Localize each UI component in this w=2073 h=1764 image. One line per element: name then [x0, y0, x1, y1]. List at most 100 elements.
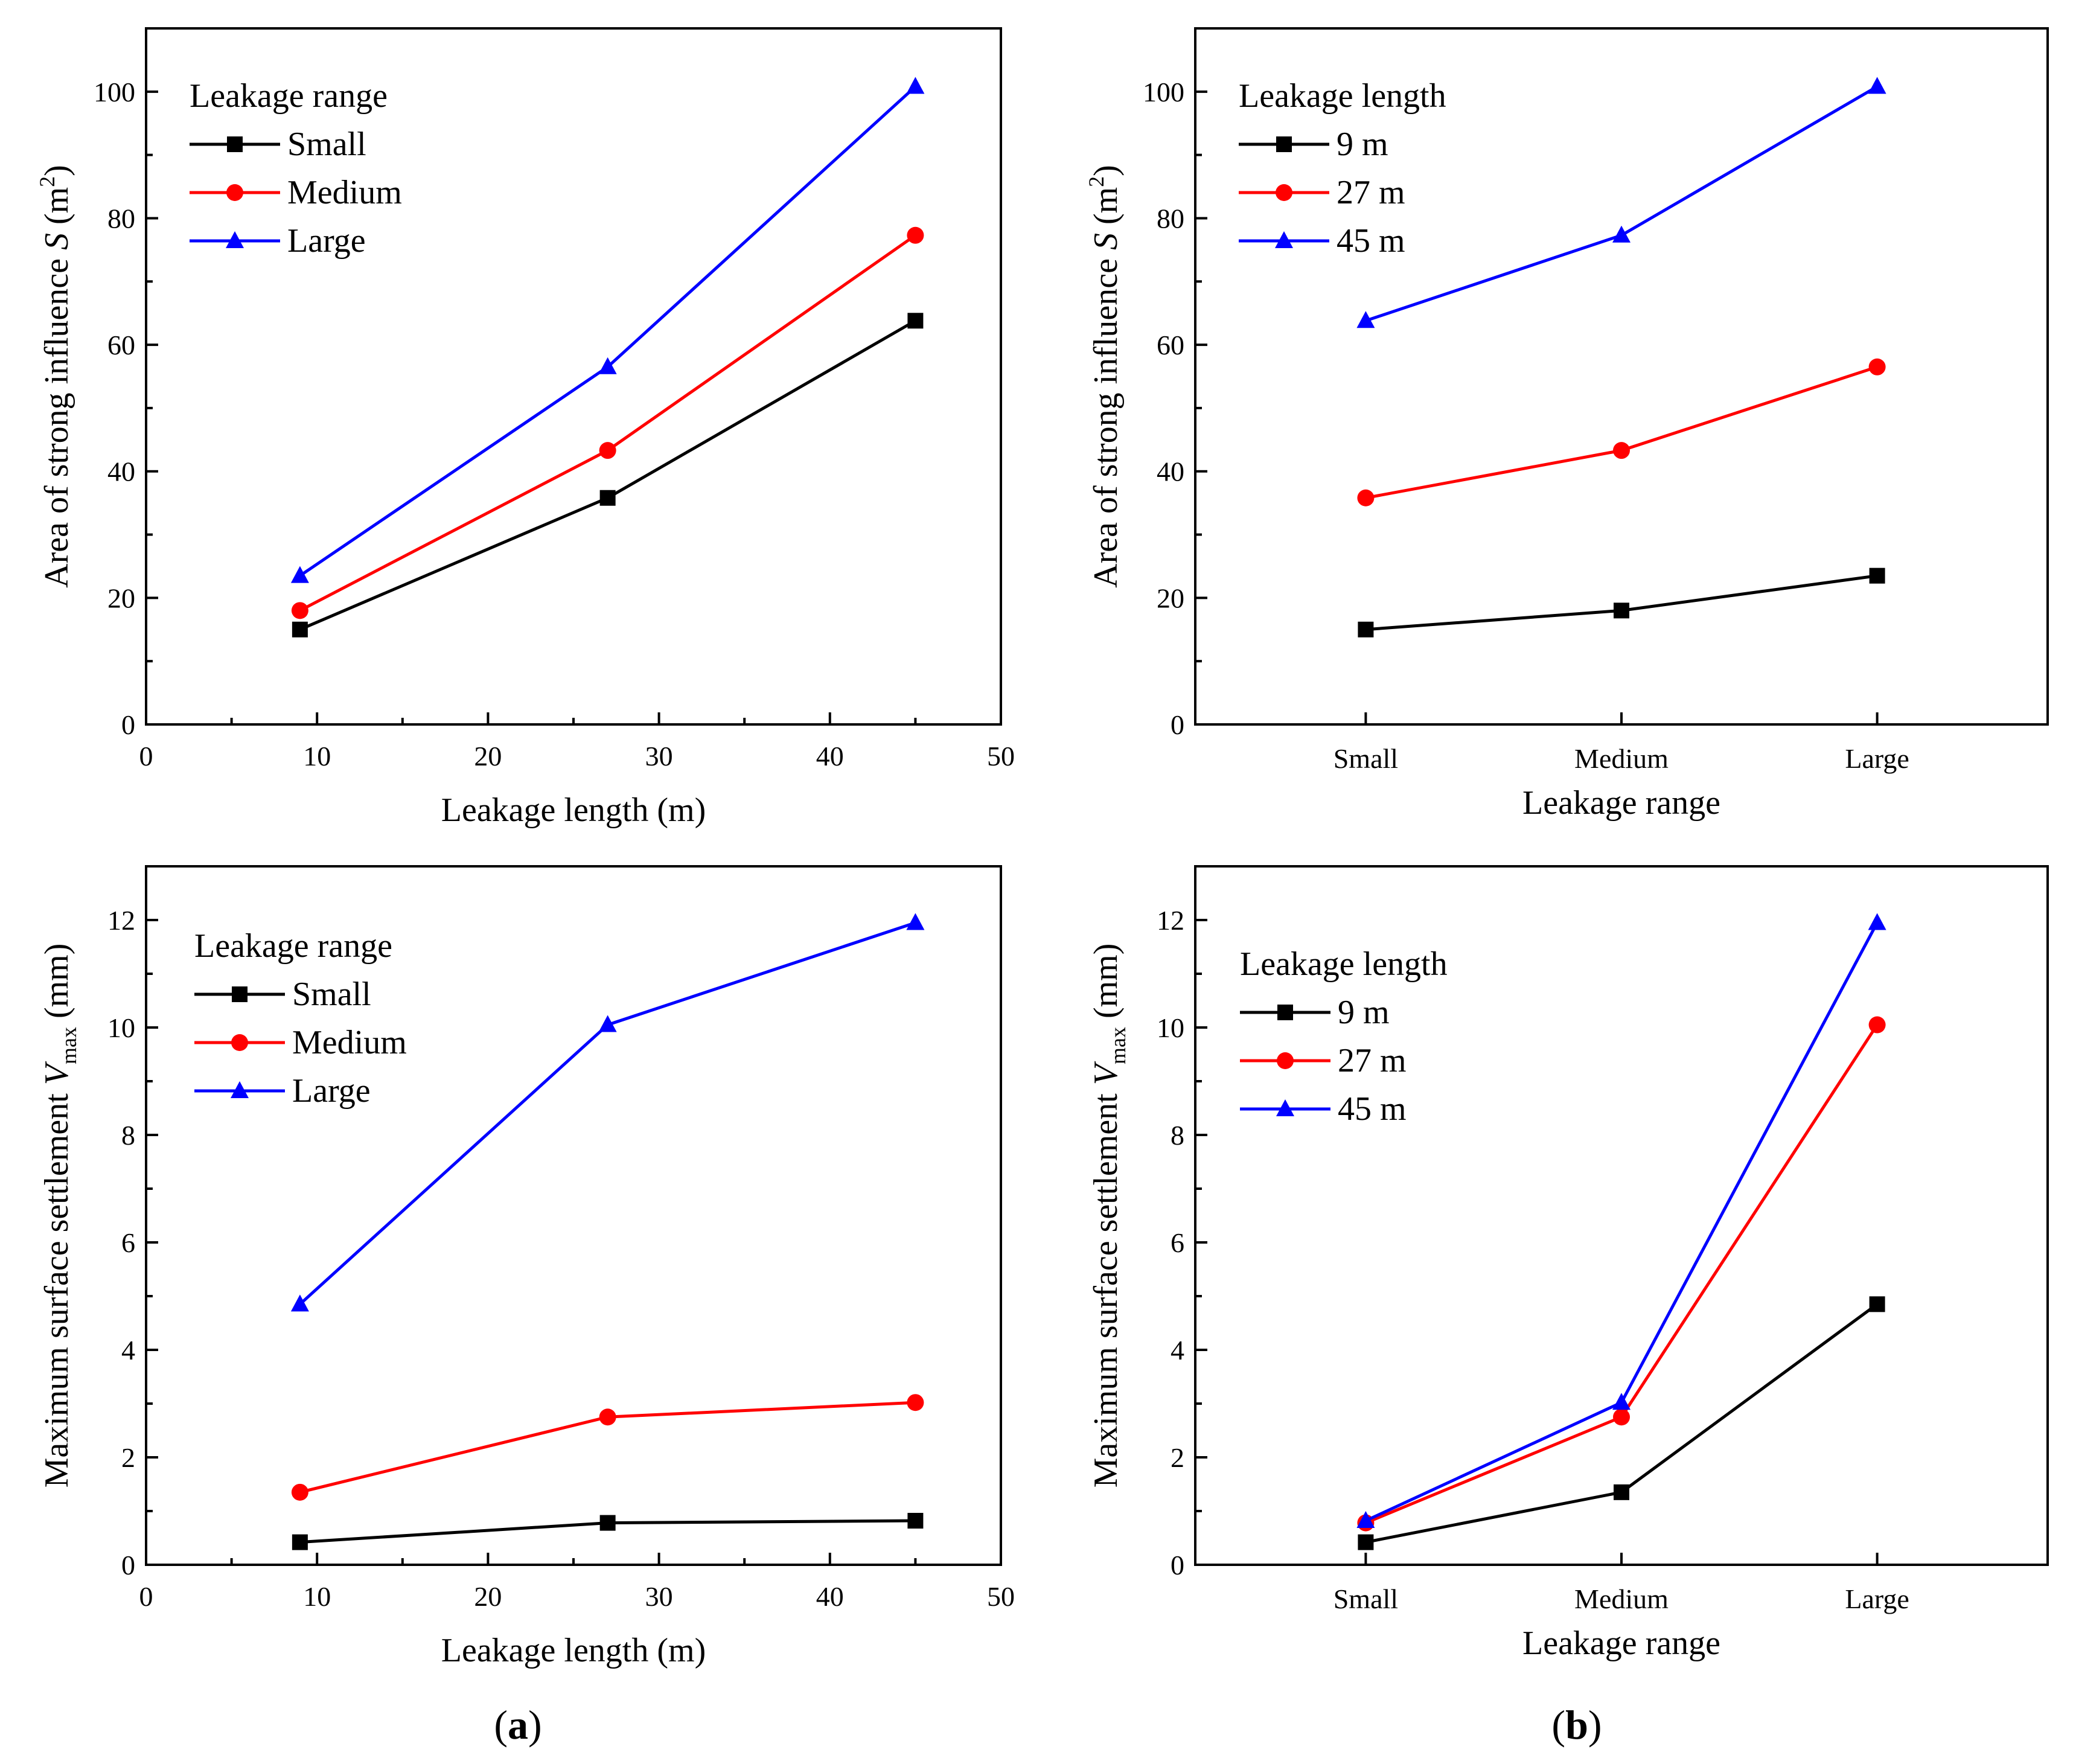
data-point	[1614, 1484, 1629, 1500]
y-tick-label: 40	[1157, 456, 1184, 487]
y-axis-title-pre: Area of strong influence	[38, 250, 75, 588]
chart-bottom-right: 0 2 4 6 8 10 12 Small Medium Large Leakage range Ma…	[1087, 865, 2049, 1662]
x-axis-title: Leakage length (m)	[441, 1632, 706, 1669]
y-tick-label: 2	[121, 1442, 135, 1473]
x-tick-label: Medium	[1574, 1583, 1669, 1614]
series-medium	[291, 226, 924, 619]
data-point	[1612, 1393, 1631, 1410]
y-axis-title-mid: (m	[1087, 187, 1125, 233]
series-45-m	[1356, 913, 1886, 1529]
legend-entry: Medium	[194, 1024, 407, 1061]
x-tick-label: 30	[645, 1581, 673, 1612]
series-small	[292, 313, 924, 638]
data-point	[1868, 77, 1886, 94]
x-tick-label: Small	[1334, 1583, 1398, 1614]
data-point	[599, 1408, 616, 1426]
y-tick-label: 0	[121, 1550, 135, 1580]
data-point	[599, 490, 616, 506]
legend-swatch-marker	[231, 1081, 249, 1098]
data-point	[291, 602, 308, 619]
legend-entry: Small	[194, 976, 371, 1013]
y-axis-title-sub: max	[1106, 1027, 1130, 1064]
data-point	[1868, 358, 1886, 375]
data-point	[1358, 1534, 1374, 1550]
x-tick-label: Medium	[1574, 743, 1669, 774]
series-line	[1365, 85, 1878, 322]
x-tick-label: 50	[987, 1581, 1015, 1612]
data-point	[599, 1515, 616, 1531]
x-tick-label: 0	[139, 741, 153, 772]
y-tick-label: 0	[121, 709, 135, 740]
data-point	[907, 313, 924, 329]
series-line	[299, 234, 916, 612]
x-tick-label: 0	[139, 1581, 153, 1612]
data-point	[907, 226, 924, 244]
legend-entry: Large	[194, 1072, 371, 1110]
legend-label: Large	[287, 222, 366, 260]
legend-swatch-marker	[226, 184, 243, 201]
legend-entry: 27 m	[1240, 1042, 1407, 1079]
legend-swatch-marker	[1275, 231, 1293, 248]
legend-swatch-marker	[1276, 136, 1292, 152]
data-point	[1613, 1408, 1630, 1426]
x-tick-label: Large	[1845, 1583, 1909, 1614]
y-tick-label: 12	[107, 905, 135, 936]
legend-label: 45 m	[1338, 1090, 1407, 1128]
x-tick-label: 20	[474, 1581, 502, 1612]
x-tick-label: Small	[1334, 743, 1398, 774]
legend-label: Medium	[292, 1024, 407, 1061]
legend-title: Leakage length	[1240, 945, 1448, 983]
y-axis-title: Area of strong influence S (m2)	[1084, 165, 1125, 588]
y-axis-title-var: S	[38, 233, 75, 250]
y-axis-title-sup: 2	[1084, 176, 1108, 187]
y-tick-label: 12	[1157, 905, 1184, 936]
x-tick-label: 10	[303, 741, 331, 772]
x-axis-title: Leakage length (m)	[441, 791, 706, 829]
data-point	[290, 1294, 309, 1312]
y-tick-label: 4	[121, 1335, 135, 1366]
legend: Leakage range Small Medium Large	[190, 77, 402, 260]
y-tick-label: 2	[1171, 1442, 1184, 1473]
data-point	[292, 621, 308, 638]
series-line	[1365, 365, 1878, 500]
legend-label: Large	[292, 1072, 371, 1110]
data-point	[292, 1534, 308, 1550]
legend-label: 9 m	[1338, 994, 1390, 1031]
x-tick-label: 40	[816, 741, 844, 772]
legend-label: 9 m	[1337, 126, 1388, 163]
legend: Leakage length 9 m 27 m 45 m	[1240, 945, 1448, 1128]
x-axis-title: Leakage range	[1522, 784, 1720, 822]
legend-label: Medium	[287, 174, 402, 211]
legend-swatch-marker	[1277, 1052, 1294, 1069]
y-axis-title-post: )	[38, 165, 75, 176]
data-point	[1868, 913, 1886, 930]
legend-label: 27 m	[1337, 174, 1405, 211]
y-tick-label: 6	[1171, 1227, 1184, 1258]
legend-title: Leakage length	[1239, 77, 1446, 115]
legend-swatch-marker	[226, 231, 244, 248]
y-tick-label: 100	[94, 77, 135, 107]
series-9-m	[1358, 567, 1885, 638]
y-axis-title-pre: Maximum surface settlement	[1087, 1085, 1125, 1488]
y-tick-label: 6	[121, 1227, 135, 1258]
data-point	[1613, 442, 1630, 459]
y-tick-label: 4	[1171, 1335, 1184, 1366]
data-point	[906, 77, 925, 94]
x-tick-label: 20	[474, 741, 502, 772]
y-tick-label: 100	[1143, 77, 1184, 107]
series-medium	[291, 1394, 924, 1501]
data-point	[1356, 1511, 1375, 1529]
y-tick-label: 0	[1171, 709, 1184, 740]
y-tick-label: 8	[1171, 1120, 1184, 1151]
x-tick-label: 50	[987, 741, 1015, 772]
panel-label-b: (b)	[1551, 1702, 1602, 1748]
x-tick-label: 30	[645, 741, 673, 772]
y-tick-label: 0	[1171, 1550, 1184, 1580]
legend-swatch-marker	[231, 1034, 248, 1051]
data-point	[598, 357, 617, 374]
plot-frame	[145, 865, 1002, 1566]
y-axis-title-var: V	[1087, 1061, 1125, 1085]
y-tick-label: 10	[1157, 1012, 1184, 1043]
legend-entry: 45 m	[1240, 1090, 1407, 1128]
